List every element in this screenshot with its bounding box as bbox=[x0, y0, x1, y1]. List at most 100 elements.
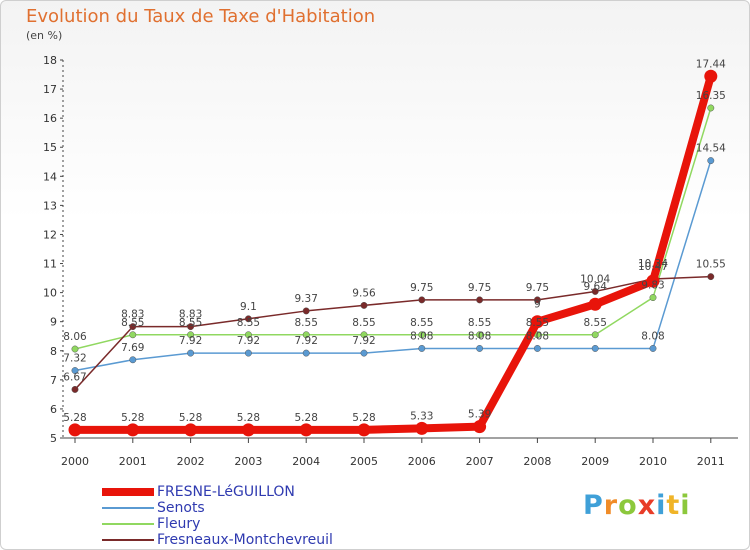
series-3-point-3 bbox=[244, 315, 252, 323]
series-2-label-7: 8.55 bbox=[468, 317, 491, 329]
series-3-label-0: 6.67 bbox=[63, 371, 86, 383]
series-1-point-1 bbox=[129, 356, 137, 364]
series-1-label-4: 7.92 bbox=[295, 335, 318, 347]
series-2-label-1: 8.55 bbox=[121, 317, 144, 329]
series-0-label-2: 5.28 bbox=[179, 412, 202, 424]
series-2-point-2 bbox=[187, 331, 195, 339]
legend-swatch-senots bbox=[102, 507, 154, 509]
x-tick-label-2007: 2007 bbox=[466, 455, 494, 468]
logo-letter-6: i bbox=[680, 490, 691, 521]
legend-swatch-fresne bbox=[102, 488, 154, 496]
legend-label-fresne: FRESNE-LéGUILLON bbox=[157, 484, 295, 500]
x-tick-label-2003: 2003 bbox=[234, 455, 262, 468]
legend-label-fresneaux: Fresneaux-Montchevreuil bbox=[157, 532, 333, 548]
y-tick-label-17: 17 bbox=[43, 83, 57, 96]
x-tick-label-2001: 2001 bbox=[119, 455, 147, 468]
series-1-point-4 bbox=[302, 349, 310, 357]
y-tick-label-12: 12 bbox=[43, 228, 57, 241]
series-1-label-8: 8.08 bbox=[526, 330, 549, 342]
series-1-label-2: 7.92 bbox=[179, 335, 202, 347]
series-1-label-10: 8.08 bbox=[641, 330, 664, 342]
series-1-point-9 bbox=[591, 344, 599, 352]
logo-letter-4: i bbox=[656, 490, 667, 521]
y-tick-label-6: 6 bbox=[50, 403, 57, 416]
series-0-point-6 bbox=[415, 421, 429, 435]
series-3-point-11 bbox=[707, 273, 715, 281]
series-1-point-0 bbox=[71, 367, 79, 374]
chart-title: Evolution du Taux de Taxe d'Habitation bbox=[26, 6, 376, 27]
series-3-label-1: 8.83 bbox=[121, 309, 144, 321]
y-tick-label-15: 15 bbox=[43, 141, 57, 154]
series-0-point-10 bbox=[646, 274, 660, 288]
x-tick-label-2005: 2005 bbox=[350, 455, 378, 468]
series-0-point-4 bbox=[299, 423, 313, 437]
series-1-label-7: 8.08 bbox=[468, 330, 491, 342]
series-0-point-8 bbox=[530, 315, 544, 329]
series-2-point-3 bbox=[244, 331, 252, 339]
legend-item-senots: Senots bbox=[102, 500, 333, 516]
legend-label-fleury: Fleury bbox=[157, 516, 201, 532]
series-0-point-0 bbox=[68, 423, 82, 437]
series-1-point-3 bbox=[244, 349, 252, 357]
series-2-point-7 bbox=[476, 331, 484, 339]
series-3-label-11: 10.55 bbox=[696, 259, 726, 271]
series-1-point-11 bbox=[707, 157, 715, 165]
y-tick-label-16: 16 bbox=[43, 112, 57, 125]
x-tick-label-2004: 2004 bbox=[292, 455, 320, 468]
series-3-point-7 bbox=[476, 296, 484, 304]
series-2-label-0: 8.06 bbox=[63, 331, 87, 343]
series-0-point-3 bbox=[241, 423, 255, 437]
series-0-label-1: 5.28 bbox=[121, 412, 144, 424]
series-2-label-10: 9.83 bbox=[641, 280, 664, 292]
series-3-label-10: 10.47 bbox=[638, 261, 668, 273]
series-2-point-9 bbox=[591, 331, 599, 339]
series-1-point-5 bbox=[360, 349, 368, 357]
legend-swatch-fresneaux bbox=[102, 539, 154, 541]
y-tick-label-11: 11 bbox=[43, 258, 57, 271]
series-3-label-9: 10.04 bbox=[580, 273, 610, 285]
series-0-point-1 bbox=[126, 423, 140, 437]
series-3-label-6: 9.75 bbox=[410, 282, 433, 294]
series-3-label-7: 9.75 bbox=[468, 282, 491, 294]
series-0-label-3: 5.28 bbox=[237, 412, 260, 424]
x-tick-label-2006: 2006 bbox=[408, 455, 436, 468]
series-2-point-11 bbox=[707, 104, 715, 112]
legend-item-fleury: Fleury bbox=[102, 516, 333, 532]
series-1-point-8 bbox=[533, 344, 541, 352]
extra-label-2: 10.34 bbox=[638, 258, 668, 270]
series-0-label-11: 17.44 bbox=[696, 58, 726, 70]
logo-letter-0: P bbox=[583, 490, 604, 521]
chart-legend: FRESNE-LéGUILLON Senots Fleury Fresneaux… bbox=[102, 484, 333, 548]
series-0-label-4: 5.28 bbox=[295, 412, 318, 424]
series-3-label-8: 9.75 bbox=[526, 282, 549, 294]
series-1-point-6 bbox=[418, 344, 426, 352]
series-2-label-4: 8.55 bbox=[295, 317, 318, 329]
chart-unit: (en %) bbox=[26, 29, 63, 42]
series-3-label-4: 9.37 bbox=[295, 293, 318, 305]
x-tick-label-2000: 2000 bbox=[61, 455, 89, 468]
extra-label-1: 9.64 bbox=[584, 281, 608, 293]
series-2-label-9: 8.55 bbox=[584, 317, 607, 329]
y-tick-label-9: 9 bbox=[50, 316, 57, 329]
series-2-point-10 bbox=[649, 294, 657, 302]
series-3-point-2 bbox=[187, 323, 195, 331]
series-1-label-5: 7.92 bbox=[352, 335, 375, 347]
series-2-point-0 bbox=[71, 345, 79, 353]
series-0-point-9 bbox=[588, 297, 602, 311]
series-2-point-1 bbox=[129, 331, 137, 339]
series-line-1 bbox=[74, 159, 712, 372]
series-0-point-5 bbox=[357, 423, 371, 437]
series-2-label-6: 8.55 bbox=[410, 317, 433, 329]
series-2-point-6 bbox=[418, 331, 426, 339]
series-1-label-0: 7.32 bbox=[63, 353, 86, 365]
y-tick-label-7: 7 bbox=[50, 374, 57, 387]
series-1-point-10 bbox=[649, 344, 657, 352]
series-3-label-5: 9.56 bbox=[352, 287, 376, 299]
series-1-label-1: 7.69 bbox=[121, 342, 144, 354]
series-2-point-5 bbox=[360, 331, 368, 339]
y-tick-label-18: 18 bbox=[43, 54, 57, 67]
series-0-point-11 bbox=[704, 69, 718, 83]
series-3-point-8 bbox=[533, 296, 541, 304]
x-tick-label-2011: 2011 bbox=[697, 455, 725, 468]
